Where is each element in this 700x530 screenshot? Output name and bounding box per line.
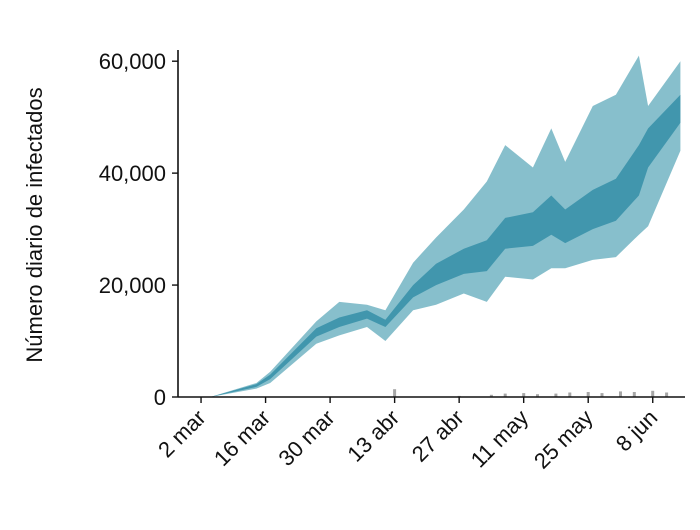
y-tick-label: 0	[154, 385, 166, 410]
bands-layer	[210, 55, 681, 398]
y-tick-label: 40,000	[99, 161, 166, 186]
reported-bar	[665, 392, 669, 397]
reported-bar	[489, 394, 493, 397]
x-tick-label: 11 may	[466, 405, 534, 473]
x-tick-label: 13 abr	[342, 405, 404, 467]
x-tick-label: 8 jun	[611, 405, 662, 456]
x-tick-label: 16 mar	[209, 405, 275, 471]
x-tick-label: 27 abr	[407, 405, 469, 467]
y-tick-label: 20,000	[99, 273, 166, 298]
y-tick-label: 60,000	[99, 49, 166, 74]
x-tick-label: 2 mar	[153, 405, 210, 462]
reported-bar	[536, 394, 539, 397]
reported-bar	[522, 393, 526, 397]
reported-bars-layer	[393, 389, 669, 397]
reported-bar	[600, 393, 604, 397]
reported-bar	[568, 392, 572, 397]
reported-bar	[651, 390, 655, 397]
y-axis-title: Número diario de infectados	[22, 87, 47, 362]
x-tick-label: 25 may	[529, 405, 598, 474]
reported-bar	[393, 389, 397, 397]
reported-bar	[586, 392, 590, 397]
reported-bar	[632, 392, 636, 397]
reported-bar	[554, 393, 558, 397]
reported-bar	[619, 391, 622, 397]
reported-bar	[503, 393, 507, 397]
band-95-area	[210, 55, 681, 397]
x-tick-label: 30 mar	[274, 405, 340, 471]
